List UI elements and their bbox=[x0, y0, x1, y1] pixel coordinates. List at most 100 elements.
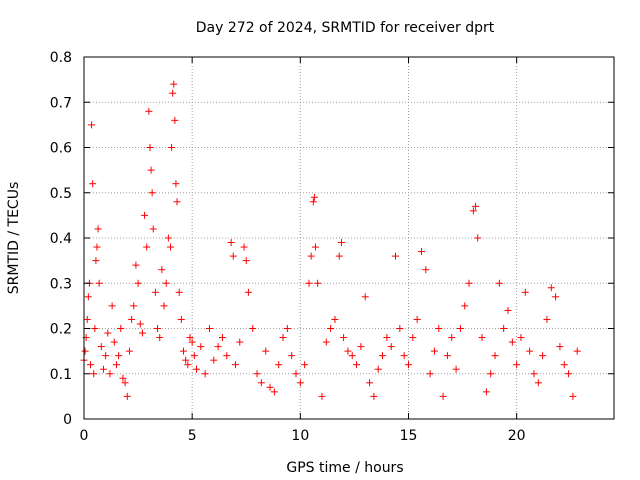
data-point bbox=[383, 334, 391, 342]
data-point bbox=[160, 302, 168, 310]
data-point bbox=[148, 189, 156, 197]
data-point bbox=[201, 370, 209, 378]
data-point bbox=[86, 361, 94, 369]
data-point bbox=[517, 334, 525, 342]
data-point bbox=[84, 293, 92, 301]
data-point bbox=[149, 225, 157, 233]
data-point bbox=[275, 361, 283, 369]
data-point bbox=[112, 361, 120, 369]
data-point bbox=[400, 352, 408, 360]
data-point bbox=[452, 365, 460, 373]
data-point bbox=[417, 248, 425, 256]
data-point bbox=[177, 315, 185, 323]
data-point bbox=[227, 239, 235, 247]
data-point bbox=[404, 361, 412, 369]
data-point bbox=[392, 252, 400, 260]
data-point bbox=[214, 343, 222, 351]
data-point bbox=[348, 352, 356, 360]
data-point bbox=[340, 334, 348, 342]
data-point bbox=[322, 338, 330, 346]
data-point bbox=[422, 266, 430, 274]
y-tick-label: 0.1 bbox=[50, 367, 72, 383]
data-point bbox=[172, 180, 180, 188]
data-point bbox=[560, 361, 568, 369]
data-point bbox=[513, 361, 521, 369]
data-point bbox=[310, 193, 318, 201]
data-point bbox=[435, 325, 443, 332]
data-point bbox=[145, 107, 153, 115]
data-point bbox=[210, 356, 218, 364]
data-point bbox=[495, 279, 503, 287]
data-point bbox=[478, 334, 486, 342]
data-point bbox=[229, 252, 237, 260]
data-point bbox=[472, 202, 480, 210]
data-point bbox=[573, 347, 581, 355]
x-tick-label: 0 bbox=[80, 428, 89, 444]
data-point bbox=[504, 306, 512, 314]
data-point bbox=[192, 365, 200, 373]
y-tick-label: 0.3 bbox=[50, 276, 72, 292]
data-point bbox=[143, 243, 151, 251]
data-point bbox=[335, 252, 343, 260]
data-point bbox=[102, 352, 110, 360]
y-tick-label: 0.2 bbox=[50, 322, 72, 338]
data-point bbox=[279, 334, 287, 342]
y-tick-label: 0.6 bbox=[50, 141, 72, 157]
data-point bbox=[91, 325, 99, 332]
data-point bbox=[443, 352, 451, 360]
data-point bbox=[151, 288, 159, 296]
x-tick-label: 15 bbox=[400, 428, 418, 444]
data-point bbox=[521, 288, 529, 296]
data-point bbox=[539, 352, 547, 360]
data-point bbox=[115, 352, 123, 360]
y-axis-label: SRMTID / TECUs bbox=[6, 182, 22, 295]
x-tick-label: 20 bbox=[508, 428, 526, 444]
x-tick-label: 10 bbox=[291, 428, 309, 444]
data-point bbox=[370, 392, 378, 400]
chart-title: Day 272 of 2024, SRMTID for receiver dpr… bbox=[196, 20, 495, 36]
data-point bbox=[508, 338, 516, 346]
data-point bbox=[117, 325, 125, 332]
data-point bbox=[396, 325, 404, 332]
data-point bbox=[305, 279, 313, 287]
data-point bbox=[125, 347, 133, 355]
data-point bbox=[331, 315, 339, 323]
data-point bbox=[543, 315, 551, 323]
data-point bbox=[164, 234, 172, 242]
data-point bbox=[309, 198, 317, 206]
data-point bbox=[301, 361, 309, 369]
data-point bbox=[307, 252, 315, 260]
data-point bbox=[223, 352, 231, 360]
data-point bbox=[154, 325, 162, 332]
data-point bbox=[366, 379, 374, 387]
data-point bbox=[534, 379, 542, 387]
data-point bbox=[353, 361, 361, 369]
data-point bbox=[205, 325, 213, 332]
data-point bbox=[244, 288, 252, 296]
data-point bbox=[106, 370, 114, 378]
data-point bbox=[296, 379, 304, 387]
data-point bbox=[128, 315, 136, 323]
data-point bbox=[270, 388, 278, 396]
data-point bbox=[186, 334, 194, 342]
data-point bbox=[188, 338, 196, 346]
data-point bbox=[283, 325, 291, 332]
data-point bbox=[130, 302, 138, 310]
data-point bbox=[482, 388, 490, 396]
data-point bbox=[448, 334, 456, 342]
data-point bbox=[173, 198, 181, 206]
data-points-layer bbox=[80, 80, 581, 400]
data-point bbox=[357, 343, 365, 351]
data-point bbox=[242, 257, 250, 265]
data-point bbox=[526, 347, 534, 355]
data-point bbox=[361, 293, 369, 301]
data-point bbox=[146, 144, 154, 151]
data-point bbox=[190, 352, 198, 360]
data-point bbox=[379, 352, 387, 360]
data-point bbox=[430, 347, 438, 355]
data-point bbox=[104, 329, 112, 337]
data-point bbox=[197, 343, 205, 351]
data-point bbox=[141, 211, 149, 219]
